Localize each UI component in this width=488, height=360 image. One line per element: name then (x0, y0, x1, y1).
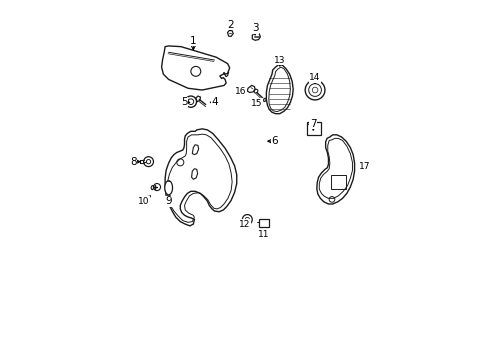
Text: 15: 15 (250, 99, 262, 108)
Bar (330, 175, 346, 189)
Text: 13: 13 (273, 55, 285, 64)
Circle shape (305, 80, 324, 100)
Text: 2: 2 (226, 20, 233, 30)
Text: 11: 11 (258, 230, 269, 239)
Text: 16: 16 (235, 87, 246, 96)
Circle shape (143, 157, 153, 167)
Text: 8: 8 (130, 157, 137, 167)
Text: 3: 3 (251, 23, 258, 33)
Text: 4: 4 (211, 98, 217, 107)
Text: 6: 6 (271, 136, 277, 146)
Ellipse shape (164, 181, 172, 195)
Circle shape (185, 96, 196, 107)
Text: 7: 7 (309, 118, 316, 129)
Text: 14: 14 (309, 73, 320, 82)
Bar (259, 219, 269, 226)
Text: 1: 1 (190, 36, 196, 46)
Text: 10: 10 (138, 197, 149, 206)
Text: 9: 9 (165, 196, 172, 206)
Text: 12: 12 (238, 220, 250, 229)
Circle shape (242, 215, 252, 224)
Text: 5: 5 (181, 98, 187, 107)
Text: 17: 17 (358, 162, 369, 171)
